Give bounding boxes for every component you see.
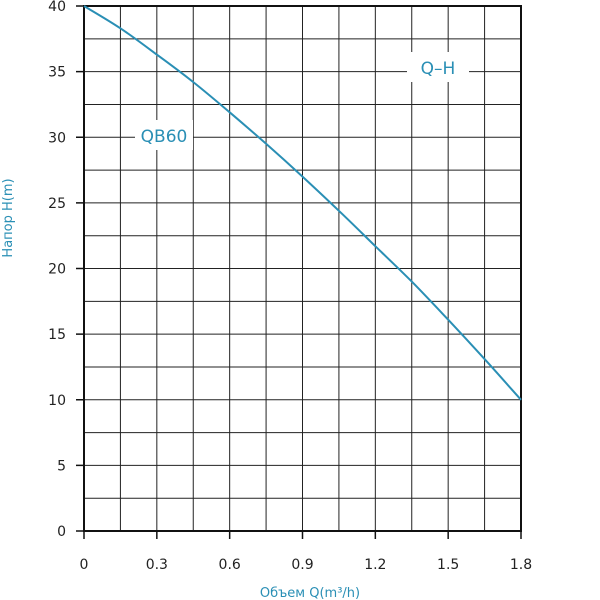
grid <box>84 6 521 531</box>
series-line-qb60 <box>83 5 522 401</box>
y-tick-label: 35 <box>48 65 66 81</box>
y-tick-label: 10 <box>48 393 66 409</box>
model-label-box: QB60 <box>135 120 193 150</box>
y-tick-label: 15 <box>48 327 66 343</box>
y-tick-label: 25 <box>48 196 66 212</box>
curves <box>83 5 522 401</box>
x-tick-label: 1.5 <box>437 557 459 573</box>
x-tick-label: 1.2 <box>364 557 386 573</box>
qh-label-box: Q–H <box>407 52 469 82</box>
x-tick-label: 1.8 <box>510 557 532 573</box>
y-tick-label: 5 <box>57 458 66 474</box>
model-label: QB60 <box>141 127 188 147</box>
x-tick-label: 0.3 <box>146 557 168 573</box>
qh-label: Q–H <box>421 59 456 79</box>
x-tick-label: 0.6 <box>219 557 241 573</box>
y-tick-label: 0 <box>57 524 66 540</box>
y-tick-label: 40 <box>48 0 66 15</box>
x-tick-label: 0.9 <box>291 557 313 573</box>
y-axis-title: Напор H(m) <box>1 178 16 257</box>
x-tick-label: 0 <box>80 557 89 573</box>
x-axis-title: Объем Q(m³/h) <box>260 586 360 600</box>
tick-labels: 0 5 10 15 20 25 30 35 40 0 0.3 0.6 0.9 1.2 1.5 1.8 <box>48 0 532 573</box>
y-tick-label: 20 <box>48 262 66 278</box>
y-tick-label: 30 <box>48 130 66 146</box>
